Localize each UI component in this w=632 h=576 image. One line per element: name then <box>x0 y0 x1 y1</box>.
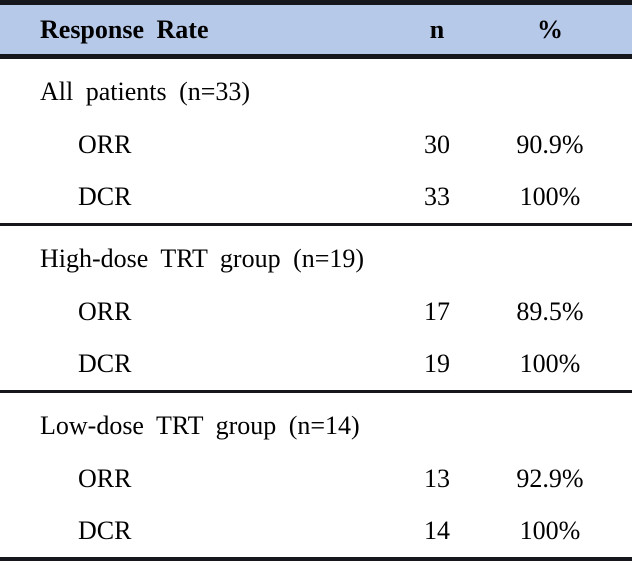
row-label: ORR <box>78 464 132 493</box>
group-header-row: All patients (n=33) <box>0 59 632 119</box>
row-percent-value: 92.9% <box>516 464 584 493</box>
row-label: ORR <box>78 297 132 326</box>
row-n-value: 33 <box>424 182 450 211</box>
table-row: DCR 14 100% <box>0 505 632 557</box>
section-low-dose-trt: Low-dose TRT group (n=14) ORR 13 92.9% D… <box>0 393 632 561</box>
row-n-value: 17 <box>424 297 450 326</box>
row-percent-value: 89.5% <box>516 297 584 326</box>
row-label: DCR <box>78 349 132 378</box>
row-n-value: 13 <box>424 464 450 493</box>
column-header-response-rate: Response Rate <box>40 14 209 44</box>
group-header-row: High-dose TRT group (n=19) <box>0 226 632 286</box>
row-n-value: 19 <box>424 349 450 378</box>
table-row: DCR 33 100% <box>0 171 632 223</box>
section-high-dose-trt: High-dose TRT group (n=19) ORR 17 89.5% … <box>0 226 632 393</box>
table-header-row: Response Rate n % <box>0 0 632 59</box>
row-n-value: 14 <box>424 516 450 545</box>
table-row: ORR 13 92.9% <box>0 453 632 505</box>
group-label: All patients (n=33) <box>40 77 251 106</box>
row-percent-value: 100% <box>519 349 581 378</box>
group-label: High-dose TRT group (n=19) <box>40 244 365 273</box>
column-header-n: n <box>429 14 445 44</box>
row-label: DCR <box>78 182 132 211</box>
row-percent-value: 90.9% <box>516 130 584 159</box>
row-label: DCR <box>78 516 132 545</box>
table-row: ORR 30 90.9% <box>0 119 632 171</box>
table-row: ORR 17 89.5% <box>0 286 632 338</box>
row-label: ORR <box>78 130 132 159</box>
row-n-value: 30 <box>424 130 450 159</box>
section-all-patients: All patients (n=33) ORR 30 90.9% DCR 33 … <box>0 59 632 226</box>
group-header-row: Low-dose TRT group (n=14) <box>0 393 632 453</box>
table-row: DCR 19 100% <box>0 338 632 390</box>
column-header-percent: % <box>537 14 563 44</box>
row-percent-value: 100% <box>519 516 581 545</box>
group-label: Low-dose TRT group (n=14) <box>40 411 360 440</box>
row-percent-value: 100% <box>519 182 581 211</box>
